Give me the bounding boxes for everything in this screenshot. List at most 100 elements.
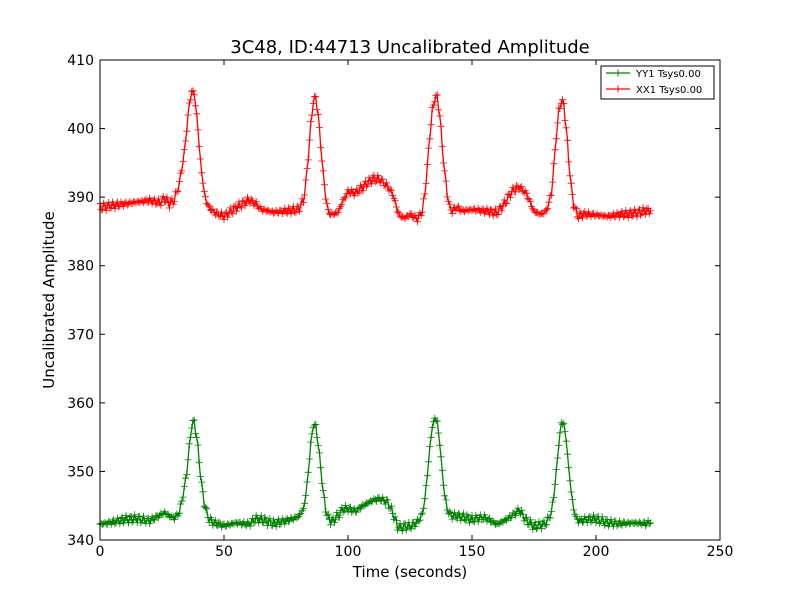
data-point-s1-37: [319, 144, 322, 147]
y-tick-label-3: 370: [67, 327, 94, 343]
data-point-s0-100: [644, 522, 647, 525]
data-point-s0-39: [324, 508, 327, 510]
data-point-s1-33: [310, 124, 312, 126]
data-point-s1-46: [354, 192, 357, 194]
data-point-s0-4: [148, 520, 151, 522]
data-point-s1-31: [305, 182, 307, 185]
data-point-s1-38: [322, 172, 325, 174]
y-tick-label-5: 390: [67, 190, 94, 206]
data-point-s1-21: [213, 211, 215, 213]
data-point-s0-33: [310, 443, 312, 445]
data-point-s0-67: [446, 508, 449, 510]
data-point-s1-65: [441, 144, 444, 147]
data-point-s1-26: [260, 208, 263, 211]
data-point-s1-99: [632, 212, 634, 215]
data-point-s1-96: [595, 214, 597, 216]
data-point-s1-83: [553, 165, 555, 168]
data-point-s1-81: [545, 210, 548, 212]
x-tick-label-1: 50: [215, 544, 233, 560]
data-point-s0-93: [577, 520, 580, 522]
data-point-s1-27: [272, 211, 275, 213]
data-point-s1-17: [200, 172, 203, 174]
data-point-s1-62: [434, 96, 436, 99]
data-point-s1-15: [195, 114, 198, 116]
data-point-s1-64: [439, 114, 441, 116]
data-point-s1-100: [644, 210, 647, 212]
data-point-s0-50: [386, 501, 389, 504]
data-point-s1-9: [178, 182, 181, 185]
data-point-s1-97: [607, 215, 610, 218]
data-point-s0-60: [429, 446, 431, 449]
data-point-s1-70: [456, 206, 458, 209]
legend-label-yy1: YY1 Tsys0.00: [635, 69, 701, 80]
data-point-s0-1: [111, 521, 114, 523]
data-point-s0-45: [347, 507, 349, 510]
data-point-s0-96: [595, 517, 597, 520]
data-point-s1-77: [518, 186, 520, 188]
data-point-s0-58: [424, 498, 426, 500]
data-point-s1-2: [124, 203, 126, 205]
data-point-s1-43: [337, 211, 339, 213]
data-point-s0-88: [565, 439, 567, 442]
data-point-s0-63: [436, 421, 439, 423]
data-point-s1-69: [451, 210, 454, 212]
data-point-s1-53: [399, 215, 401, 218]
data-point-s1-22: [223, 215, 225, 218]
data-point-s0-48: [372, 499, 374, 502]
data-point-s0-13: [191, 424, 193, 426]
data-point-s1-68: [448, 206, 451, 209]
data-point-s0-32: [307, 470, 310, 473]
plot-area-frame: [99, 59, 721, 541]
data-point-s0-22: [223, 524, 225, 527]
data-point-s0-99: [632, 522, 634, 524]
data-point-s0-89: [567, 467, 570, 469]
data-point-s1-94: [580, 213, 582, 216]
data-point-s0-84: [555, 470, 558, 473]
data-point-s1-95: [585, 213, 587, 216]
axis-ticks: 0 50 100 150 200 250 340 350 360 370 380 390 400 410: [67, 53, 733, 560]
data-point-s0-26: [260, 518, 263, 521]
data-point-s1-58: [424, 192, 426, 195]
data-point-s1-45: [347, 190, 349, 193]
data-point-s1-89: [567, 158, 570, 161]
data-point-s0-81: [545, 522, 548, 524]
data-point-s0-53: [399, 526, 401, 529]
y-tick-label-0: 340: [67, 533, 94, 549]
data-point-s0-30: [302, 508, 305, 510]
data-point-s1-19: [205, 201, 208, 204]
data-point-s1-36: [317, 114, 320, 116]
data-point-s0-36: [317, 443, 320, 445]
legend-entry-xx1: XX1 Tsys0.00: [606, 85, 702, 96]
data-point-s0-75: [503, 520, 506, 522]
data-point-s0-35: [315, 426, 317, 428]
data-point-s0-76: [510, 515, 513, 517]
legend: YY1 Tsys0.00 XX1 Tsys0.00: [600, 65, 715, 100]
data-point-s1-48: [372, 177, 374, 180]
data-point-s1-71: [461, 210, 463, 212]
data-point-s0-3: [136, 517, 138, 520]
data-point-s0-56: [416, 521, 419, 523]
data-point-s1-30: [302, 199, 305, 202]
data-point-s0-28: [285, 520, 287, 522]
legend-marker-yy1: [614, 69, 622, 77]
data-point-s1-1: [111, 204, 114, 207]
data-point-s0-66: [443, 494, 446, 497]
data-point-s0-19: [205, 511, 208, 514]
data-point-s1-51: [391, 192, 394, 195]
data-point-s0-8: [173, 517, 176, 519]
data-point-s1-6: [163, 197, 166, 200]
data-point-s1-98: [620, 213, 622, 216]
data-point-s0-52: [396, 525, 399, 528]
data-point-s0-44: [342, 508, 344, 510]
data-point-s1-8: [173, 199, 176, 201]
data-point-s1-79: [533, 210, 535, 213]
data-point-s0-59: [426, 474, 429, 476]
data-point-s0-6: [163, 511, 166, 514]
data-point-s0-9: [178, 511, 181, 514]
data-point-s1-87: [563, 103, 565, 106]
data-point-s1-41: [329, 213, 332, 216]
x-tick-label-2: 100: [335, 544, 362, 560]
y-tick-label-6: 400: [67, 122, 94, 138]
